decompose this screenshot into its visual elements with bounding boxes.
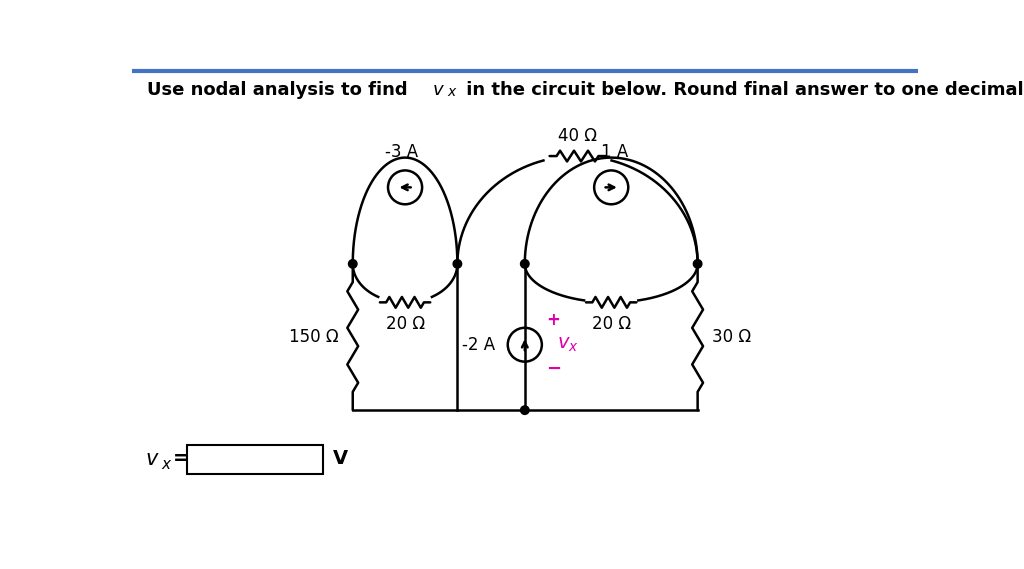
Text: 1 A: 1 A: [601, 143, 629, 161]
Text: -2 A: -2 A: [462, 336, 496, 354]
Text: $\mathbf{\it{x}}$: $\mathbf{\it{x}}$: [447, 85, 458, 99]
Text: $\it{v}_{\it{x}}$: $\it{v}_{\it{x}}$: [557, 335, 579, 354]
Text: -3 A: -3 A: [385, 143, 418, 161]
Text: Use nodal analysis to find: Use nodal analysis to find: [147, 81, 415, 100]
Text: $\it{v}$: $\it{v}$: [145, 449, 160, 469]
Circle shape: [453, 259, 462, 268]
Text: 40 Ω: 40 Ω: [558, 127, 597, 145]
Text: V: V: [334, 449, 348, 468]
Text: $\mathbf{\it{v}}$: $\mathbf{\it{v}}$: [432, 81, 444, 100]
Circle shape: [520, 259, 529, 268]
Circle shape: [520, 406, 529, 414]
Text: $\it{x}$: $\it{x}$: [161, 456, 172, 472]
Text: +: +: [547, 311, 560, 329]
Text: −: −: [547, 360, 561, 378]
Circle shape: [348, 259, 357, 268]
Text: =: =: [173, 449, 189, 468]
Text: 20 Ω: 20 Ω: [592, 315, 631, 333]
FancyBboxPatch shape: [187, 445, 323, 474]
Text: 20 Ω: 20 Ω: [385, 315, 425, 333]
Circle shape: [693, 259, 701, 268]
Text: 150 Ω: 150 Ω: [289, 328, 339, 346]
Text: 30 Ω: 30 Ω: [712, 328, 751, 346]
Text: in the circuit below. Round final answer to one decimal place.: in the circuit below. Round final answer…: [460, 81, 1024, 100]
